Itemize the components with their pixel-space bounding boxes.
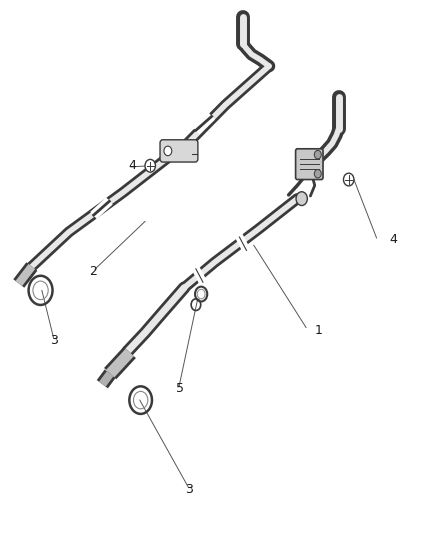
- Text: 4: 4: [389, 233, 397, 246]
- Circle shape: [296, 192, 307, 206]
- FancyBboxPatch shape: [296, 149, 323, 180]
- Text: 3: 3: [184, 483, 192, 496]
- Text: 1: 1: [315, 324, 323, 337]
- Circle shape: [343, 173, 354, 186]
- Circle shape: [314, 169, 321, 178]
- Text: 5: 5: [176, 382, 184, 395]
- Text: 3: 3: [49, 334, 57, 347]
- Circle shape: [145, 159, 155, 172]
- FancyBboxPatch shape: [160, 140, 198, 162]
- Text: 4: 4: [128, 159, 136, 172]
- Circle shape: [164, 146, 172, 156]
- Circle shape: [314, 150, 321, 159]
- Text: 2: 2: [89, 265, 97, 278]
